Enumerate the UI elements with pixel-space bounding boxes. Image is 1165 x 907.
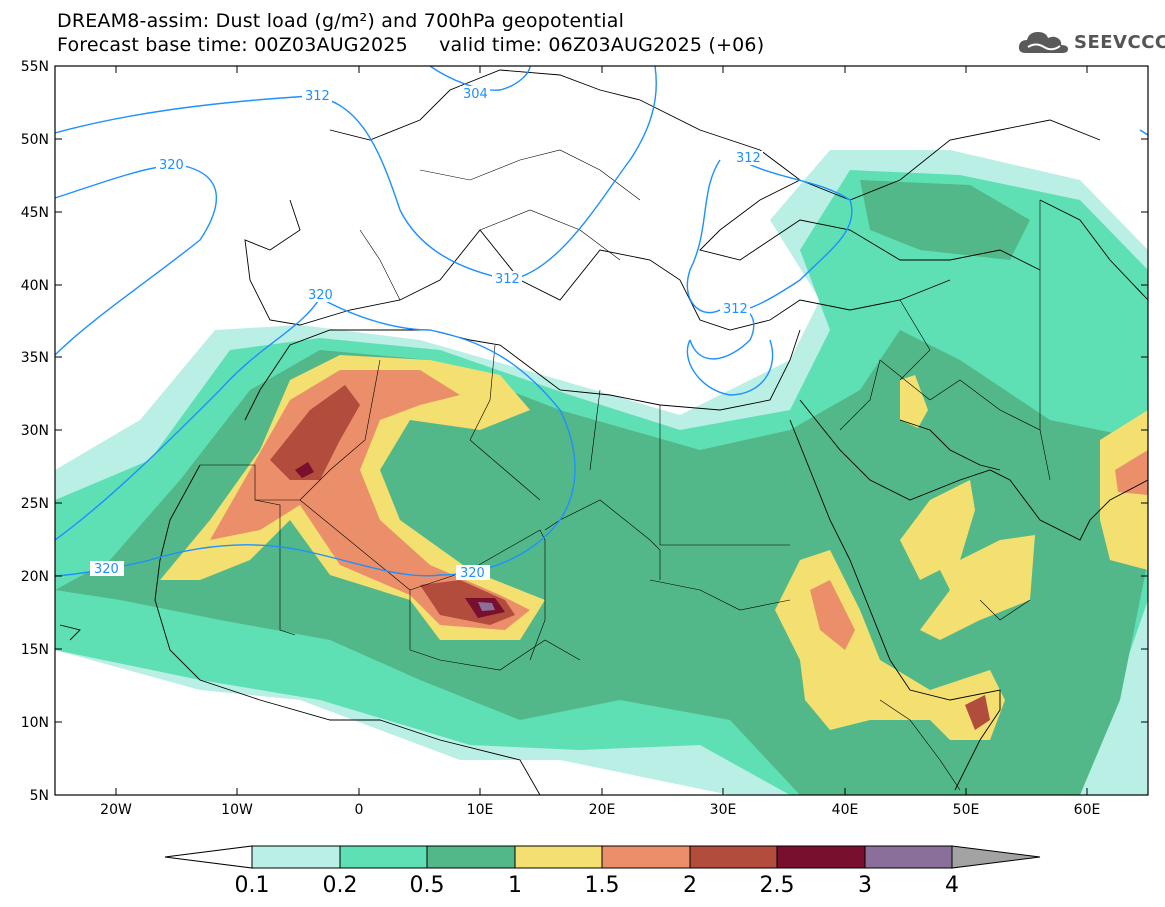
- contour-label-312-blacksea: 312: [736, 151, 761, 166]
- colorbar-tick: 2.5: [760, 873, 795, 898]
- colorbar-segment: [689, 845, 778, 869]
- dust-band-1-0-iraq: [900, 375, 928, 428]
- colorbar-segment: [776, 845, 866, 869]
- lat-label: 35N: [21, 350, 49, 366]
- lat-label: 45N: [21, 205, 49, 221]
- geopotential-contours: [55, 66, 1148, 577]
- colorbar-arrow-right: [951, 845, 1041, 869]
- longitude-labels: 20W 10W 0 10E 20E 30E 40E 50E 60E: [100, 802, 1100, 818]
- lat-label: 50N: [21, 132, 49, 148]
- colorbar-tick: 3: [858, 873, 872, 898]
- dust-fields: [55, 150, 1148, 795]
- logo-text: SEEVCCC: [1074, 31, 1165, 53]
- contour-label-312-cyprus: 312: [723, 302, 748, 317]
- lat-label: 30N: [21, 423, 49, 439]
- colorbar: [164, 845, 1041, 869]
- lon-label: 60E: [1074, 802, 1101, 818]
- colorbar-tick: 0.2: [323, 873, 358, 898]
- lon-label: 30E: [710, 802, 737, 818]
- contour-label-320-atlas: 320: [308, 288, 333, 303]
- contour-label-320-atlantic: 320: [94, 562, 119, 577]
- lon-label: 0: [355, 802, 364, 818]
- dust-band-1-5-east: [810, 580, 855, 650]
- dust-band-3-0: [478, 602, 495, 611]
- colorbar-segment: [339, 845, 428, 869]
- lat-label: 5N: [30, 788, 49, 804]
- lat-label: 55N: [21, 59, 49, 75]
- country-borders: [200, 149, 1051, 791]
- dust-band-2-0-east: [965, 695, 990, 730]
- contour-label-312-north: 312: [305, 89, 330, 104]
- lon-label: 10E: [467, 802, 494, 818]
- colorbar-tick: 2: [683, 873, 697, 898]
- colorbar-tick: 4: [945, 873, 959, 898]
- lat-label: 15N: [21, 642, 49, 658]
- cloud-icon: [1018, 32, 1068, 53]
- contour-label-312-med: 312: [495, 272, 520, 287]
- lon-label: 20W: [100, 802, 132, 818]
- lon-label: 50E: [953, 802, 980, 818]
- colorbar-tick: 0.1: [235, 873, 270, 898]
- lat-label: 20N: [21, 569, 49, 585]
- colorbar-arrow-left: [164, 845, 253, 869]
- axis-ticks: [55, 65, 1148, 795]
- lat-label: 25N: [21, 496, 49, 512]
- seevccc-logo: SEEVCCC: [1018, 27, 1165, 57]
- colorbar-tick: 1.5: [585, 873, 620, 898]
- dust-band-0-5-east: [860, 180, 1030, 260]
- contour-label-304: 304: [463, 87, 488, 102]
- colorbar-tick: 1: [508, 873, 522, 898]
- colorbar-segment: [864, 845, 953, 869]
- map-title: DREAM8-assim: Dust load (g/m²) and 700hP…: [57, 10, 625, 32]
- colorbar-labels: 0.1 0.2 0.5 1 1.5 2 2.5 3 4: [235, 873, 960, 898]
- lat-label: 40N: [21, 278, 49, 294]
- forecast-times: Forecast base time: 00Z03AUG2025 valid t…: [57, 34, 765, 56]
- colorbar-segment: [426, 845, 516, 869]
- dust-band-1-0-arabia: [900, 480, 1035, 640]
- lat-label: 10N: [21, 715, 49, 731]
- contour-labels: 312 304 320 312 320 312 312 320 320: [90, 86, 763, 581]
- dust-band-1-5-iran: [1115, 450, 1148, 495]
- colorbar-segment: [251, 845, 341, 869]
- dust-band-2-0: [270, 385, 360, 480]
- colorbar-segment: [514, 845, 603, 869]
- dust-band-2-5: [295, 462, 314, 478]
- contour-label-320-sahara: 320: [460, 566, 485, 581]
- colorbar-tick: 0.5: [410, 873, 445, 898]
- lon-label: 40E: [832, 802, 859, 818]
- lon-label: 20E: [589, 802, 616, 818]
- contour-label-320-west: 320: [159, 158, 184, 173]
- lon-label: 10W: [221, 802, 253, 818]
- latitude-labels: 55N 50N 45N 40N 35N 30N 25N 20N 15N 10N …: [21, 59, 49, 804]
- colorbar-segment: [601, 845, 691, 869]
